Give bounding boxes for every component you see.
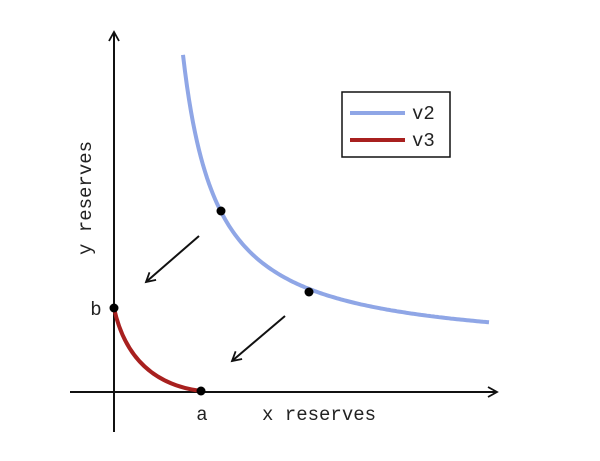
v2-curve	[181, 54, 490, 325]
arrow	[144, 235, 200, 284]
point	[304, 287, 314, 297]
legend-box	[341, 91, 451, 158]
point-label: b	[90, 299, 101, 321]
arrow	[230, 315, 286, 363]
legend-label: v2	[412, 103, 435, 125]
point-b	[109, 303, 119, 313]
point-a	[196, 386, 206, 396]
y-axis-label: y reserves	[75, 141, 97, 255]
point	[216, 206, 226, 216]
point-label: a	[196, 404, 207, 426]
v3-curve	[112, 307, 202, 393]
x-axis-label: x reserves	[262, 404, 376, 426]
legend-label: v3	[412, 130, 435, 152]
